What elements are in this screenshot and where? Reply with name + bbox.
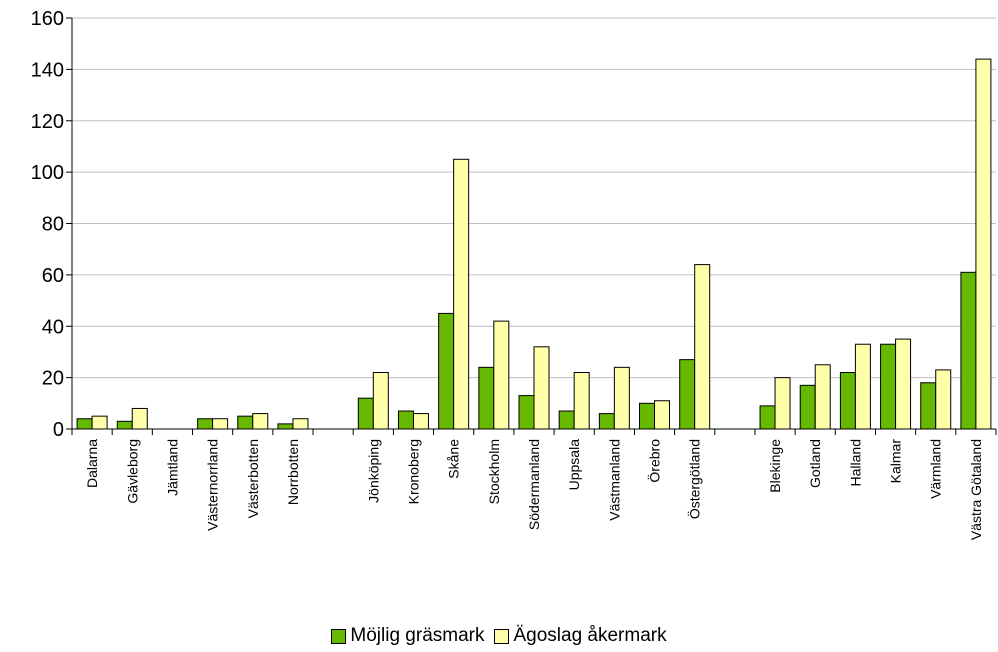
x-tick-label: Jönköping [365, 439, 381, 503]
bar-series-1 [357, 397, 374, 430]
y-tick-label: 60 [42, 265, 64, 287]
y-tick-label: 100 [31, 162, 64, 184]
y-tick-label: 140 [31, 59, 64, 81]
x-tick-label: Kalmar [888, 439, 904, 484]
x-tick-label: Halland [847, 439, 863, 486]
x-tick-label: Blekinge [767, 439, 783, 493]
axes [71, 18, 997, 435]
bar-series-1 [237, 415, 254, 430]
bar-series-2 [131, 407, 148, 430]
bar-series-1 [639, 402, 656, 430]
y-tick-label: 120 [31, 111, 64, 133]
x-tick-label: Västernorrland [205, 439, 221, 531]
y-tick-label: 0 [53, 419, 64, 441]
legend-swatch-series-2 [494, 628, 510, 644]
y-tick-label: 80 [42, 214, 64, 236]
x-tick-label: Västra Götaland [968, 439, 984, 540]
bar-series-1 [598, 413, 615, 430]
legend-swatch-series-1 [331, 628, 347, 644]
bar-series-2 [292, 418, 309, 430]
bar-series-1 [880, 343, 897, 430]
x-tick-label: Västmanland [606, 439, 622, 521]
grid-lines [66, 17, 996, 430]
bar-series-1 [277, 423, 294, 430]
x-tick-label: Gävleborg [124, 439, 140, 504]
bar-series-2 [613, 366, 630, 430]
x-tick-label: Örebro [646, 439, 663, 483]
bar-series-1 [397, 410, 414, 430]
legend-item-series-2: Ägoslag åkermark [494, 625, 667, 647]
x-tick-label: Värmland [928, 439, 944, 499]
x-tick-label: Uppsala [566, 439, 582, 491]
bar-series-1 [478, 366, 495, 430]
bar-series-2 [533, 346, 550, 430]
bar-series-2 [895, 338, 912, 430]
y-tick-label: 20 [42, 368, 64, 390]
bar-series-1 [920, 382, 937, 430]
x-tick-label: Norrbotten [285, 439, 301, 505]
y-tick-labels: 0 20 40 60 80 100 120 140 160 [31, 8, 64, 441]
x-tick-label: Västerbotten [245, 439, 261, 518]
legend-item-series-1: Möjlig gräsmark [331, 625, 484, 647]
bar-series-1 [116, 420, 133, 430]
bar-series-2 [975, 58, 992, 430]
bar-series-2 [854, 343, 871, 430]
bar-series-1 [76, 418, 93, 430]
bar-series-2 [774, 377, 791, 430]
bars [76, 58, 992, 430]
bar-series-2 [573, 371, 590, 430]
y-tick-label: 40 [42, 316, 64, 338]
bar-series-1 [799, 384, 816, 430]
bar-series-2 [935, 369, 952, 430]
bar-series-1 [438, 312, 455, 430]
x-tick-label: Södermanland [526, 439, 542, 530]
y-tick-label: 160 [31, 8, 64, 30]
bar-series-2 [212, 418, 229, 430]
x-tick-label: Gotland [807, 439, 823, 488]
bar-series-1 [518, 395, 535, 430]
bar-series-1 [960, 271, 977, 430]
bar-series-2 [372, 371, 389, 430]
bar-series-1 [558, 410, 575, 430]
legend-label-series-2: Ägoslag åkermark [513, 625, 667, 646]
x-tick-label: Östergötland [686, 439, 703, 519]
bar-series-2 [694, 264, 711, 430]
legend: Möjlig gräsmark Ägoslag åkermark [0, 624, 998, 648]
x-tick-label: Dalarna [84, 439, 100, 488]
x-tick-label: Kronoberg [405, 439, 421, 504]
bar-series-1 [759, 405, 776, 430]
x-tick-label: Skåne [446, 439, 462, 479]
x-tick-labels: Dalarna Gävleborg Jämtland Västernorrland Vä… [84, 439, 984, 540]
bar-series-2 [814, 364, 831, 430]
bar-series-1 [197, 418, 214, 430]
bar-series-2 [493, 320, 510, 430]
x-tick-label: Stockholm [486, 439, 502, 504]
bar-series-2 [453, 158, 470, 430]
bar-series-2 [654, 400, 671, 430]
bar-series-2 [252, 413, 269, 430]
x-tick-label: Jämtland [164, 439, 180, 496]
bar-series-2 [412, 413, 429, 430]
bar-series-1 [679, 359, 696, 430]
bar-series-1 [839, 371, 856, 430]
bar-series-2 [91, 415, 108, 430]
legend-label-series-1: Möjlig gräsmark [350, 625, 485, 646]
